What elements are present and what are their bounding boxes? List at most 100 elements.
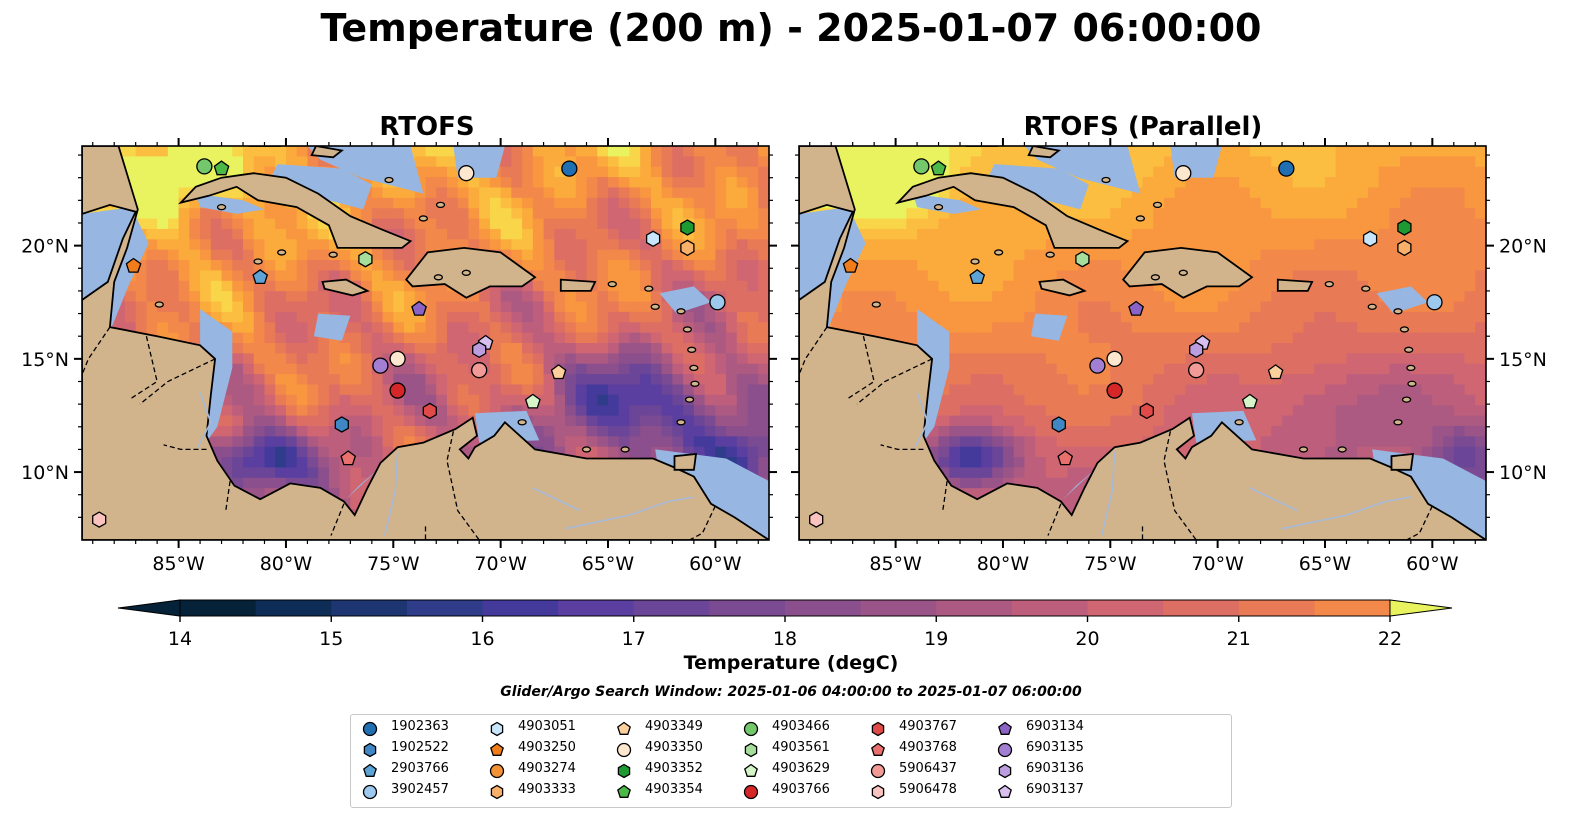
temperature-cell — [1153, 467, 1165, 479]
temperature-cell — [640, 488, 652, 500]
temperature-cell — [1045, 249, 1058, 261]
temperature-cell — [414, 197, 427, 209]
temperature-cell — [253, 415, 266, 427]
temperature-cell — [1163, 166, 1176, 178]
temperature-cell — [446, 425, 459, 437]
temperature-cell — [1217, 394, 1229, 406]
temperature-cell — [479, 166, 491, 178]
temperature-cell — [82, 311, 94, 323]
temperature-cell — [1357, 208, 1369, 220]
temperature-cell — [1078, 425, 1090, 437]
temperature-cell — [479, 156, 491, 168]
temperature-cell — [1174, 415, 1187, 427]
temperature-cell — [1228, 197, 1240, 209]
temperature-cell — [1314, 239, 1326, 251]
temperature-cell — [82, 166, 94, 178]
temperature-cell — [1400, 239, 1412, 251]
temperature-cell — [1443, 529, 1455, 540]
temperature-cell — [285, 280, 298, 292]
temperature-cell — [135, 197, 148, 209]
temperature-cell — [736, 208, 749, 220]
temperature-cell — [1056, 260, 1068, 272]
temperature-cell — [1443, 301, 1455, 313]
temperature-cell — [210, 166, 223, 178]
temperature-cell — [404, 343, 416, 354]
temperature-cell — [1185, 374, 1197, 386]
temperature-cell — [285, 405, 298, 417]
temperature-cell — [820, 436, 832, 448]
temperature-cell — [1400, 228, 1412, 240]
temperature-cell — [1432, 301, 1444, 313]
temperature-cell — [361, 146, 373, 157]
temperature-cell — [92, 228, 105, 240]
temperature-cell — [264, 239, 276, 251]
temperature-cell — [1131, 218, 1144, 230]
temperature-cell — [607, 146, 620, 157]
temperature-cell — [1088, 436, 1101, 448]
temperature-cell — [863, 425, 875, 437]
temperature-cell — [1110, 177, 1122, 189]
temperature-cell — [693, 529, 706, 540]
temperature-cell — [736, 228, 749, 240]
temperature-cell — [92, 488, 105, 500]
temperature-cell — [393, 280, 405, 292]
temperature-cell — [200, 166, 212, 178]
temperature-cell — [489, 394, 502, 406]
temperature-cell — [992, 508, 1004, 520]
temperature-cell — [906, 363, 918, 375]
temperature-cell — [874, 166, 886, 178]
temperature-cell — [1078, 301, 1090, 313]
temperature-cell — [1002, 446, 1015, 458]
temperature-cell — [884, 405, 897, 417]
temperature-cell — [1271, 156, 1283, 168]
temperature-cell — [852, 415, 865, 427]
temperature-cell — [200, 239, 212, 251]
temperature-cell — [339, 415, 351, 427]
temperature-cell — [135, 498, 148, 510]
temperature-cell — [1153, 384, 1165, 396]
temperature-cell — [264, 467, 276, 479]
temperature-cell — [863, 415, 875, 427]
temperature-cell — [1142, 228, 1154, 240]
temperature-cell — [1056, 519, 1068, 531]
temperature-cell — [457, 332, 470, 344]
temperature-cell — [758, 363, 769, 375]
temperature-cell — [1153, 415, 1165, 427]
temperature-cell — [436, 467, 448, 479]
temperature-cell — [1378, 218, 1390, 230]
temperature-cell — [1335, 187, 1348, 199]
temperature-cell — [264, 436, 276, 448]
small-island — [676, 308, 686, 315]
temperature-cell — [468, 166, 480, 178]
temperature-cell — [884, 218, 897, 230]
temperature-cell — [124, 498, 137, 510]
temperature-cell — [1174, 156, 1187, 168]
temperature-cell — [906, 218, 918, 230]
temperature-cell — [1367, 425, 1380, 437]
temperature-cell — [831, 332, 843, 344]
temperature-cell — [1453, 146, 1466, 157]
temperature-cell — [285, 498, 298, 510]
temperature-cell — [1346, 498, 1358, 510]
temperature-cell — [672, 218, 684, 230]
temperature-cell — [135, 508, 148, 520]
temperature-cell — [232, 322, 244, 334]
temperature-cell — [200, 415, 212, 427]
temperature-cell — [841, 322, 854, 334]
temperature-cell — [1217, 353, 1229, 365]
temperature-cell — [1346, 260, 1358, 272]
temperature-cell — [200, 291, 212, 303]
temperature-cell — [361, 311, 373, 323]
temperature-cell — [1421, 477, 1433, 489]
temperature-cell — [210, 146, 223, 157]
temperature-cell — [820, 156, 832, 168]
temperature-cell — [1174, 446, 1187, 458]
temperature-cell — [841, 394, 854, 406]
temperature-cell — [1206, 363, 1219, 375]
temperature-cell — [607, 457, 620, 469]
temperature-cell — [1067, 519, 1079, 531]
temperature-cell — [522, 197, 534, 209]
temperature-cell — [672, 425, 684, 437]
float-marker-6903134 — [411, 300, 427, 316]
temperature-cell — [103, 384, 115, 396]
